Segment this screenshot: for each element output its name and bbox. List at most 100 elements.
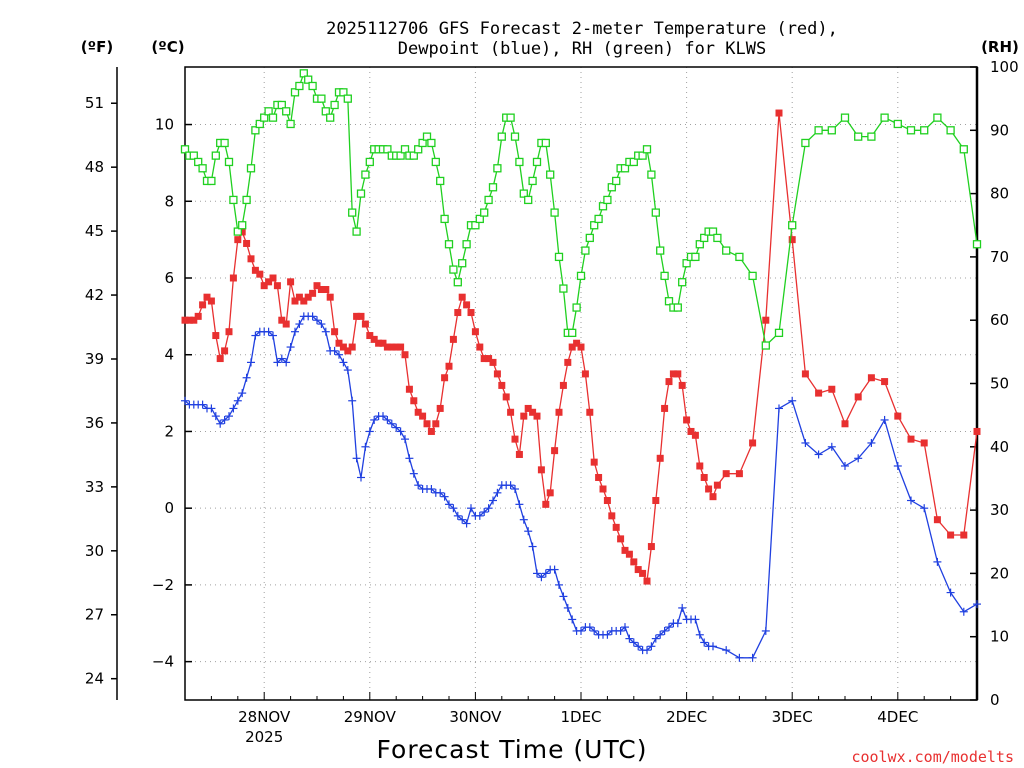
data-point-dewpoint: [656, 630, 665, 639]
data-point-dewpoint: [383, 415, 392, 424]
data-point-temperature: [397, 343, 405, 351]
data-point-rh: [612, 176, 621, 186]
data-point-temperature: [537, 466, 545, 474]
data-point-temperature: [366, 332, 374, 340]
data-point-temperature: [295, 293, 303, 301]
data-point-dewpoint: [946, 588, 955, 597]
data-point-temperature: [595, 473, 603, 481]
data-point-dewpoint: [277, 354, 286, 363]
data-point-dewpoint: [695, 630, 704, 639]
data-point-temperature: [573, 339, 581, 347]
data-point-temperature: [599, 485, 607, 493]
tick-label-rh: 10: [990, 628, 1009, 646]
data-point-temperature: [612, 523, 620, 531]
data-point-rh: [321, 107, 330, 116]
data-point-rh: [590, 221, 599, 230]
tick-label-fahrenheit: 24: [85, 670, 104, 688]
data-point-temperature: [401, 351, 409, 359]
data-point-temperature: [678, 381, 686, 389]
tick-label-rh: 80: [990, 185, 1009, 203]
tick-label-rh: 40: [990, 438, 1009, 456]
data-point-dewpoint: [801, 438, 810, 447]
series-temperature: [181, 109, 981, 585]
data-point-rh: [946, 126, 955, 135]
data-point-temperature: [361, 320, 369, 328]
data-point-dewpoint: [387, 419, 396, 428]
data-point-rh: [647, 170, 656, 179]
data-point-rh: [497, 132, 506, 141]
data-point-temperature: [894, 412, 902, 420]
data-point-rh: [224, 157, 234, 167]
data-point-temperature: [735, 470, 743, 478]
data-point-temperature: [933, 516, 941, 524]
data-point-dewpoint: [616, 626, 625, 635]
data-point-dewpoint: [629, 638, 638, 647]
data-point-rh: [748, 271, 757, 281]
data-point-dewpoint: [295, 320, 304, 329]
data-point-temperature: [207, 297, 215, 305]
axes: 24273033363942454851−4−20246810010203040…: [85, 58, 1019, 746]
tick-label-rh: 100: [990, 58, 1019, 76]
data-point-dewpoint: [854, 454, 863, 463]
data-point-rh: [638, 151, 647, 160]
data-point-temperature: [432, 420, 440, 428]
plot-frame: [184, 66, 978, 701]
data-point-temperature: [920, 439, 928, 447]
data-point-rh: [251, 126, 260, 135]
data-point-rh: [317, 94, 326, 103]
data-point-temperature: [194, 312, 202, 320]
data-point-rh: [308, 81, 317, 91]
data-point-temperature: [665, 378, 673, 386]
data-point-dewpoint: [207, 404, 216, 413]
data-point-rh: [339, 88, 348, 97]
tick-label-rh: 50: [990, 375, 1009, 393]
data-point-rh: [642, 145, 652, 154]
data-point-temperature: [498, 381, 506, 389]
data-point-dewpoint: [445, 500, 453, 509]
data-point-temperature: [828, 385, 836, 393]
tick-label-celsius: 0: [164, 499, 174, 517]
data-point-rh: [788, 221, 797, 230]
data-point-temperature: [815, 389, 823, 397]
data-point-dewpoint: [541, 569, 550, 578]
data-point-temperature: [190, 316, 198, 324]
data-point-temperature: [247, 255, 255, 263]
data-point-temperature: [234, 236, 242, 244]
data-point-dewpoint: [841, 461, 849, 470]
data-point-dewpoint: [317, 320, 326, 329]
data-point-temperature: [551, 447, 559, 455]
data-point-temperature: [322, 286, 330, 294]
data-point-rh: [814, 126, 823, 135]
data-point-rh: [484, 195, 493, 205]
data-point-temperature: [331, 328, 339, 336]
data-point-rh: [761, 341, 770, 350]
data-point-dewpoint: [493, 488, 502, 497]
series-dewpoint: [181, 312, 981, 662]
unit-label-fahrenheit: (ºF): [81, 38, 113, 56]
data-point-temperature: [634, 566, 642, 574]
tick-label-celsius: 2: [164, 422, 174, 440]
data-point-rh: [541, 138, 550, 148]
data-point-temperature: [608, 512, 616, 520]
data-point-rh: [620, 164, 630, 173]
data-point-temperature: [722, 470, 730, 478]
data-point-rh: [268, 113, 278, 122]
data-point-temperature: [960, 531, 968, 539]
data-point-temperature: [564, 358, 572, 366]
data-point-rh: [458, 259, 467, 268]
data-point-dewpoint: [475, 511, 484, 520]
data-point-temperature: [199, 301, 207, 309]
data-point-temperature: [335, 339, 343, 347]
data-point-dewpoint: [511, 485, 519, 493]
data-point-temperature: [216, 355, 224, 363]
data-point-rh: [264, 107, 273, 116]
data-point-rh: [414, 145, 423, 154]
data-point-rh: [581, 246, 590, 255]
data-point-temperature: [691, 431, 699, 439]
data-point-dewpoint: [673, 619, 682, 628]
data-point-temperature: [511, 435, 519, 443]
data-point-dewpoint: [357, 473, 365, 482]
data-point-rh: [515, 157, 524, 167]
data-point-dewpoint: [590, 626, 599, 635]
data-point-rh: [383, 145, 392, 154]
